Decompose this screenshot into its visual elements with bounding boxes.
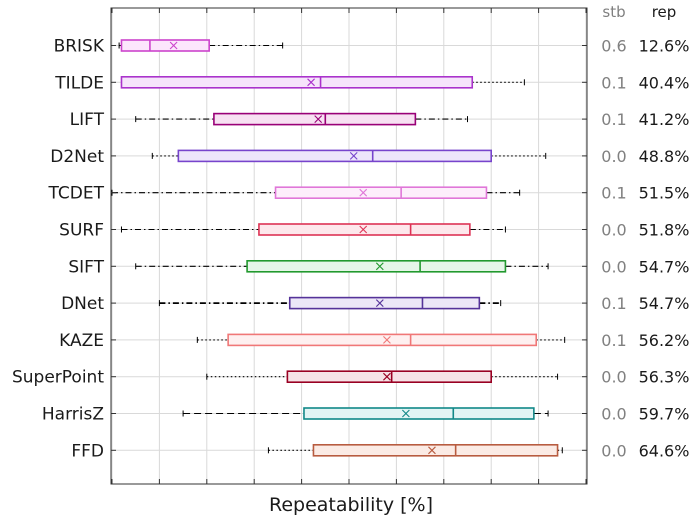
mean-marker xyxy=(359,225,368,234)
axis-ticks xyxy=(111,8,587,484)
category-label: DNet xyxy=(61,294,104,314)
category-labels: BRISK TILDE LIFT D2Net TCDET SURF SIFT DNet KAZE… xyxy=(12,37,105,462)
category-label: SuperPoint xyxy=(12,368,104,388)
stb-value: 0.1 xyxy=(601,331,626,350)
stb-column-header: stb xyxy=(602,3,625,21)
rep-value: 64.6% xyxy=(639,441,690,460)
box-superpoint xyxy=(206,370,559,384)
box-series xyxy=(111,39,566,457)
box-iqr xyxy=(288,296,481,310)
stb-value: 0.1 xyxy=(601,110,626,129)
category-label: SURF xyxy=(59,221,104,241)
box-kaze xyxy=(196,333,566,347)
box-iqr xyxy=(177,149,492,163)
mean-marker xyxy=(359,188,368,197)
category-label: D2Net xyxy=(50,147,104,167)
stb-value: 0.1 xyxy=(601,73,626,92)
stb-value: 0.6 xyxy=(601,37,626,56)
mean-marker xyxy=(428,446,436,455)
box-dnet xyxy=(158,296,502,310)
category-label: TILDE xyxy=(54,73,104,93)
box-iqr xyxy=(258,223,471,236)
rep-column-header: rep xyxy=(652,3,677,21)
rep-value: 54.7% xyxy=(639,257,690,276)
box-iqr xyxy=(286,370,493,384)
box-tcdet xyxy=(111,186,521,199)
box-iqr xyxy=(213,112,417,126)
box-brisk xyxy=(118,39,284,52)
box-iqr xyxy=(312,443,559,457)
rep-value: 56.2% xyxy=(639,331,690,350)
mean-marker xyxy=(314,115,323,123)
box-iqr xyxy=(227,333,538,347)
box-ffd xyxy=(267,443,563,457)
stb-value: 0.1 xyxy=(601,294,626,313)
stb-value: 0.1 xyxy=(601,184,626,203)
box-d2net xyxy=(151,149,547,163)
stb-value: 0.0 xyxy=(601,405,626,424)
mean-marker xyxy=(383,336,391,344)
rep-value: 54.7% xyxy=(639,294,690,313)
rep-value: 51.5% xyxy=(639,184,690,203)
box-surf xyxy=(120,223,506,236)
box-harrisz xyxy=(182,407,549,420)
stb-value: 0.0 xyxy=(601,147,626,166)
box-iqr xyxy=(120,76,474,89)
mean-marker xyxy=(401,409,410,418)
category-label: BRISK xyxy=(54,37,105,57)
category-label: KAZE xyxy=(59,331,104,351)
mean-marker xyxy=(383,372,391,381)
stat-columns: 0.6 12.6% 0.1 40.4% 0.1 41.2% 0.0 48.8% 0.1 51.5%… xyxy=(601,37,689,461)
box-sift xyxy=(135,259,549,273)
box-iqr xyxy=(120,39,210,52)
stb-value: 0.0 xyxy=(601,221,626,240)
mean-marker xyxy=(375,299,384,307)
category-label: TCDET xyxy=(48,184,105,204)
category-label: FFD xyxy=(71,441,104,461)
stb-value: 0.0 xyxy=(601,441,626,460)
box-tilde xyxy=(120,76,525,89)
category-label: SIFT xyxy=(68,257,104,277)
rep-value: 51.8% xyxy=(639,221,690,240)
category-label: HarrisZ xyxy=(42,405,104,425)
rep-value: 48.8% xyxy=(639,147,690,166)
box-lift xyxy=(135,112,468,126)
box-iqr xyxy=(274,186,488,199)
mean-marker xyxy=(307,78,315,87)
stb-value: 0.0 xyxy=(601,368,626,387)
rep-value: 40.4% xyxy=(639,73,690,92)
rep-value: 41.2% xyxy=(639,110,690,129)
mean-marker xyxy=(169,41,178,50)
box-iqr xyxy=(246,259,507,273)
box-iqr xyxy=(303,407,535,420)
rep-value: 59.7% xyxy=(639,405,690,424)
rep-value: 56.3% xyxy=(639,368,690,387)
x-axis-label: Repeatability [%] xyxy=(269,494,433,516)
mean-marker xyxy=(349,152,358,160)
stb-value: 0.0 xyxy=(601,257,626,276)
rep-value: 12.6% xyxy=(639,37,690,56)
category-label: LIFT xyxy=(70,110,105,130)
mean-marker xyxy=(375,262,384,271)
